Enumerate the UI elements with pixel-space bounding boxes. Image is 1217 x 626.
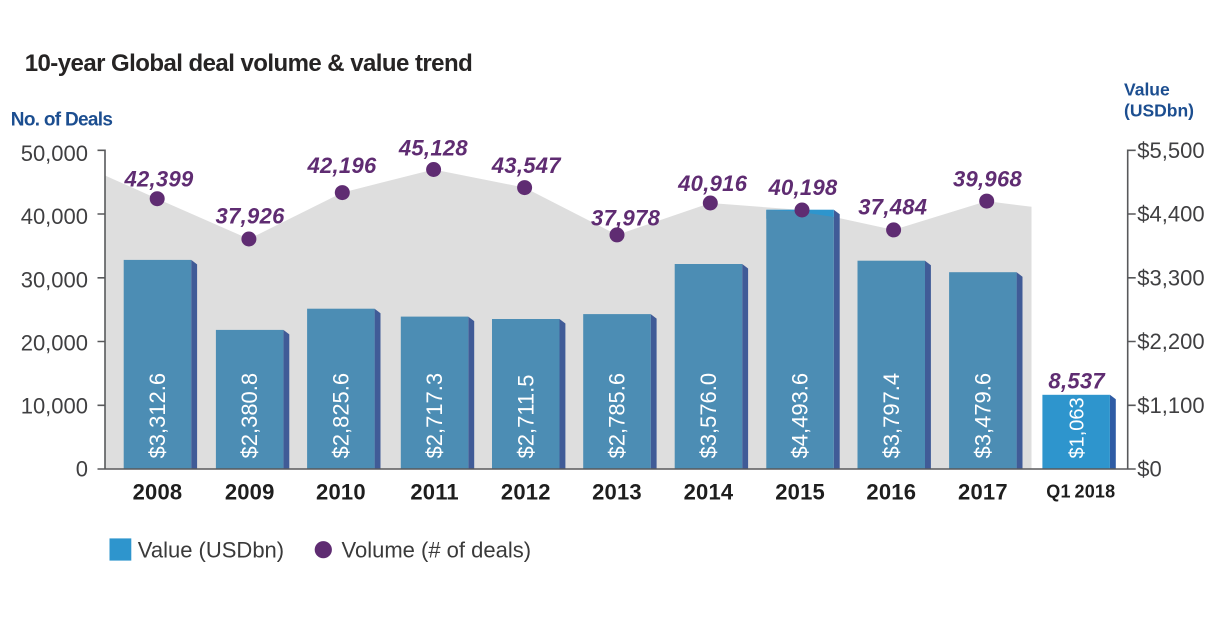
svg-text:2016: 2016 bbox=[866, 479, 916, 504]
svg-text:$3,300: $3,300 bbox=[1137, 266, 1204, 291]
svg-text:39,968: 39,968 bbox=[953, 166, 1023, 191]
svg-text:8,537: 8,537 bbox=[1048, 369, 1106, 394]
svg-text:45,128: 45,128 bbox=[398, 135, 469, 160]
svg-text:2008: 2008 bbox=[133, 479, 183, 504]
svg-text:42,196: 42,196 bbox=[306, 153, 377, 178]
svg-text:$4,400: $4,400 bbox=[1137, 202, 1204, 227]
svg-text:$2,380.8: $2,380.8 bbox=[237, 373, 262, 459]
svg-text:2009: 2009 bbox=[225, 479, 275, 504]
svg-text:$3,576.0: $3,576.0 bbox=[696, 373, 721, 459]
svg-text:$2,200: $2,200 bbox=[1137, 329, 1204, 354]
svg-text:2012: 2012 bbox=[501, 479, 551, 504]
svg-text:50,000: 50,000 bbox=[21, 141, 88, 166]
svg-text:40,198: 40,198 bbox=[767, 175, 838, 200]
svg-text:Value (USDbn): Value (USDbn) bbox=[138, 538, 284, 563]
svg-text:$4,493.6: $4,493.6 bbox=[788, 373, 813, 459]
svg-text:37,978: 37,978 bbox=[591, 206, 661, 231]
svg-text:$5,500: $5,500 bbox=[1137, 138, 1204, 163]
svg-text:$3,312.6: $3,312.6 bbox=[145, 373, 170, 459]
svg-text:$1,100: $1,100 bbox=[1137, 393, 1204, 418]
svg-text:2015: 2015 bbox=[775, 479, 825, 504]
svg-text:0: 0 bbox=[76, 457, 88, 482]
svg-text:10-year Global deal volume & v: 10-year Global deal volume & value trend bbox=[25, 50, 473, 77]
svg-text:40,000: 40,000 bbox=[21, 204, 88, 229]
svg-text:(USDbn): (USDbn) bbox=[1124, 101, 1194, 121]
svg-text:$2,825.6: $2,825.6 bbox=[328, 373, 353, 459]
svg-text:$1,063: $1,063 bbox=[1067, 397, 1089, 458]
svg-text:2017: 2017 bbox=[958, 479, 1008, 504]
svg-text:2013: 2013 bbox=[592, 479, 642, 504]
svg-text:Volume (# of deals): Volume (# of deals) bbox=[342, 538, 532, 563]
svg-text:$3,797.4: $3,797.4 bbox=[879, 373, 904, 459]
svg-text:2011: 2011 bbox=[410, 479, 459, 504]
svg-text:$3,479.6: $3,479.6 bbox=[970, 373, 995, 459]
svg-text:$2,711.5: $2,711.5 bbox=[513, 374, 538, 458]
svg-text:No. of Deals: No. of Deals bbox=[11, 110, 113, 131]
svg-text:Value: Value bbox=[1124, 80, 1170, 100]
svg-text:37,926: 37,926 bbox=[216, 203, 286, 228]
svg-text:$0: $0 bbox=[1137, 457, 1161, 482]
svg-text:2010: 2010 bbox=[316, 479, 366, 504]
svg-text:2014: 2014 bbox=[684, 479, 734, 504]
svg-text:37,484: 37,484 bbox=[858, 195, 927, 220]
svg-text:43,547: 43,547 bbox=[491, 153, 563, 178]
svg-text:42,399: 42,399 bbox=[123, 167, 194, 192]
svg-text:30,000: 30,000 bbox=[21, 267, 88, 292]
svg-text:20,000: 20,000 bbox=[21, 330, 88, 355]
svg-text:40,916: 40,916 bbox=[677, 171, 748, 196]
svg-text:$2,785.6: $2,785.6 bbox=[604, 373, 629, 459]
svg-text:$2,717.3: $2,717.3 bbox=[422, 373, 447, 459]
svg-text:Q1 2018: Q1 2018 bbox=[1046, 482, 1115, 502]
svg-text:10,000: 10,000 bbox=[21, 394, 88, 419]
